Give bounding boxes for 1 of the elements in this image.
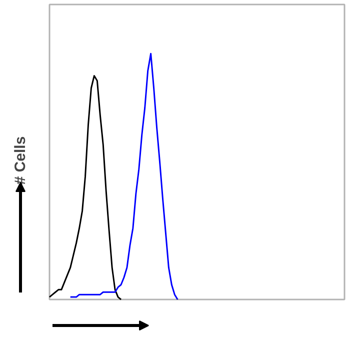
- y-axis-title: # Cells: [12, 136, 29, 185]
